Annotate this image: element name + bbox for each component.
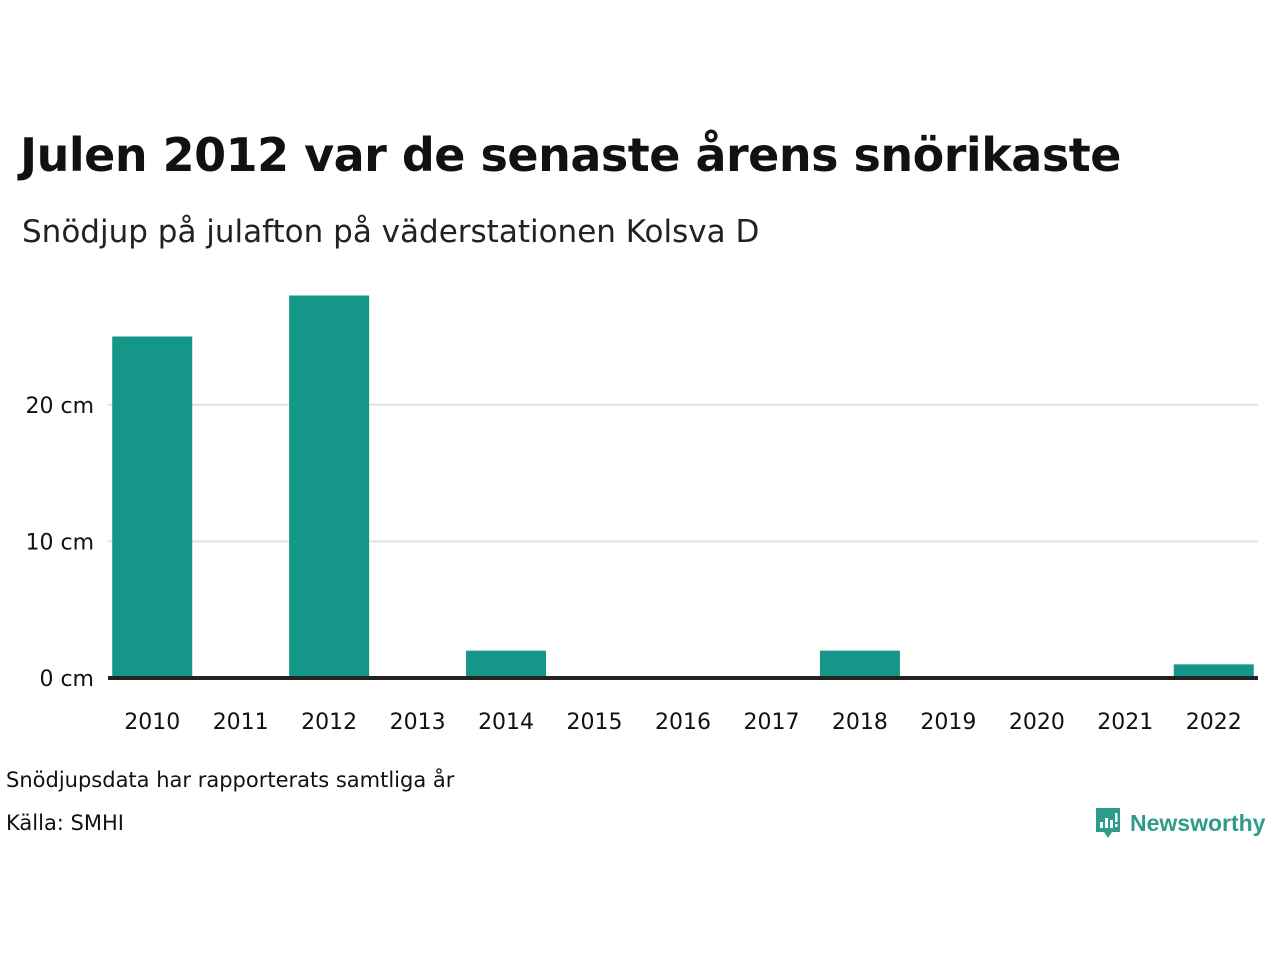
bar-2014: [466, 650, 547, 678]
chart-title: Julen 2012 var de senaste årens snörikas…: [20, 128, 1121, 182]
x-tick-label: 2019: [920, 710, 976, 735]
x-tick-label: 2021: [1097, 710, 1153, 735]
footer-note: Snödjupsdata har rapporterats samtliga å…: [6, 768, 455, 792]
x-tick-label: 2018: [832, 710, 888, 735]
gridlines: [108, 403, 1258, 543]
logo-text: Newsworthy: [1130, 809, 1266, 836]
y-axis-ticks: 0 cm 10 cm 20 cm: [25, 394, 94, 692]
y-tick-label: 0 cm: [39, 667, 94, 692]
x-tick-label: 2017: [743, 710, 799, 735]
x-tick-label: 2015: [567, 710, 623, 735]
source-label: Källa: SMHI: [6, 811, 124, 835]
y-tick-label: 20 cm: [25, 394, 94, 419]
x-tick-label: 2011: [213, 710, 269, 735]
bar-2018: [819, 650, 900, 678]
x-tick-label: 2013: [390, 710, 446, 735]
x-tick-label: 2012: [301, 710, 357, 735]
y-tick-label: 10 cm: [25, 530, 94, 555]
bars: [112, 295, 1254, 678]
chart-subtitle: Snödjup på julafton på väderstationen Ko…: [22, 214, 760, 250]
x-tick-label: 2020: [1009, 710, 1065, 735]
newsworthy-logo-icon: [1096, 808, 1120, 838]
x-tick-label: 2016: [655, 710, 711, 735]
x-axis-ticks: 2010 2011 2012 2013 2014 2015 2016 2017 2018 2019…: [124, 710, 1242, 735]
x-tick-label: 2010: [124, 710, 180, 735]
x-tick-label: 2014: [478, 710, 534, 735]
newsworthy-logo[interactable]: Newsworthy: [1094, 806, 1265, 840]
bar-2012: [289, 295, 370, 678]
bar-2022: [1173, 664, 1254, 678]
bar-2010: [112, 336, 193, 678]
x-tick-label: 2022: [1186, 710, 1242, 735]
